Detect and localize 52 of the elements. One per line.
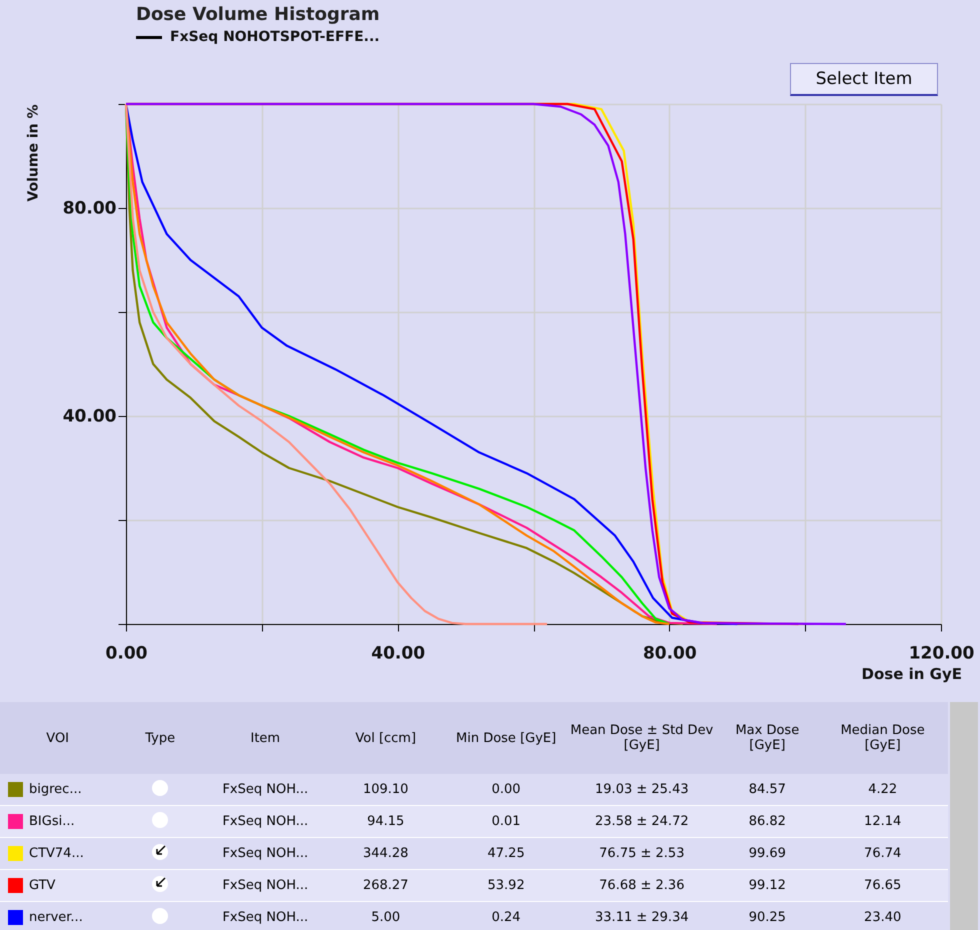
text: VOI (0, 702, 116, 774)
text: FxSeq NOH... (205, 838, 326, 870)
text: CTV74... (0, 838, 116, 870)
text: 76.74 (817, 838, 948, 870)
text: 5.00 (326, 902, 446, 930)
x-tick-label: 0.00 (106, 644, 148, 664)
text: 99.12 (717, 870, 818, 902)
text: 19.03 ± 25.43 (566, 774, 718, 806)
text: Min Dose [GyE] (446, 702, 566, 774)
text: FxSeq NOH... (205, 806, 326, 838)
text: 12.14 (817, 806, 948, 838)
text: 344.28 (326, 838, 446, 870)
text: FxSeq NOH... (205, 902, 326, 930)
text: Vol [ccm] (326, 702, 446, 774)
text: bigrec... (0, 774, 116, 806)
text: Type (115, 702, 206, 774)
text: 268.27 (326, 870, 446, 902)
text: 109.10 (326, 774, 446, 806)
text: 33.11 ± 29.34 (566, 902, 718, 930)
text: nerver... (0, 902, 116, 930)
text: 84.57 (717, 774, 818, 806)
text: BIGsi... (0, 806, 116, 838)
text: 86.82 (717, 806, 818, 838)
text: 76.65 (817, 870, 948, 902)
text: 94.15 (326, 806, 446, 838)
text: GTV (0, 870, 116, 902)
text: 76.75 ± 2.53 (566, 838, 718, 870)
text: 76.68 ± 2.36 (566, 870, 718, 902)
text: Max Dose [GyE] (717, 702, 818, 774)
text: Median Dose [GyE] (817, 702, 948, 774)
text: 23.58 ± 24.72 (566, 806, 718, 838)
chart-title: Dose Volume Histogram (136, 4, 380, 25)
text: 0.24 (446, 902, 566, 930)
text: Select Item (790, 63, 938, 96)
text: 0.00 (446, 774, 566, 806)
text: FxSeq NOH... (205, 774, 326, 806)
chart-subtitle: FxSeq NOHOTSPOT-EFFE... (170, 29, 380, 45)
text: 4.22 (817, 774, 948, 806)
text: 99.69 (717, 838, 818, 870)
y-axis-title: Volume in % (26, 104, 42, 202)
x-axis-title: Dose in GyE (862, 665, 962, 683)
text: FxSeq NOH... (205, 870, 326, 902)
text: 90.25 (717, 902, 818, 930)
text: 23.40 (817, 902, 948, 930)
text: Item (205, 702, 326, 774)
x-tick-label: 40.00 (371, 644, 426, 664)
text: 53.92 (446, 870, 566, 902)
x-tick-label: 120.00 (908, 644, 974, 664)
text: Mean Dose ± Std Dev [GyE] (566, 702, 718, 774)
x-tick-label: 80.00 (642, 644, 697, 664)
text: 47.25 (446, 838, 566, 870)
text: 0.01 (446, 806, 566, 838)
